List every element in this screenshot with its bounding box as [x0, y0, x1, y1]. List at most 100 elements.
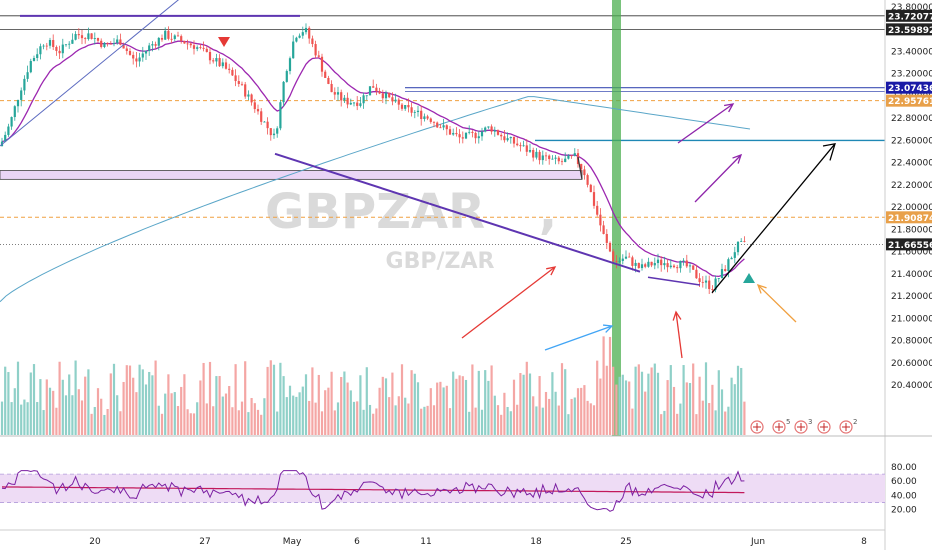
- candlesticks: [0, 23, 746, 295]
- candle-body: [429, 118, 432, 122]
- candle-body: [727, 259, 730, 272]
- candle-body: [228, 68, 231, 70]
- candle-body: [311, 38, 314, 45]
- volume-bar: [724, 411, 727, 435]
- volume-bar: [704, 362, 708, 435]
- candle-body: [279, 102, 282, 129]
- volume-bar: [112, 363, 116, 435]
- volume-bar: [666, 380, 669, 435]
- candle-body: [64, 44, 68, 46]
- candle-body: [234, 75, 237, 82]
- volume-bar: [464, 379, 468, 435]
- volume-bar: [314, 402, 317, 435]
- candle-body: [634, 262, 637, 266]
- candle-body: [711, 289, 714, 290]
- blue-arrow-head: [602, 324, 614, 333]
- volume-bar: [477, 370, 480, 435]
- purple-arrow-lower-head: [732, 153, 743, 164]
- sell-signal-icon: [218, 37, 230, 47]
- volume-bar: [164, 393, 167, 435]
- candle-body: [589, 184, 592, 193]
- price-tick-label: 22.20000: [891, 181, 932, 191]
- candle-body: [327, 77, 330, 84]
- volume-bar: [80, 400, 84, 435]
- candle-body: [356, 102, 359, 106]
- candle-body: [720, 269, 724, 279]
- candle-body: [189, 43, 192, 46]
- price-tick-label: 20.80000: [891, 337, 932, 347]
- candle-body: [173, 35, 176, 39]
- volume-bar: [484, 370, 487, 435]
- volume-bar: [669, 365, 672, 435]
- price-tag-label: 21.66556: [888, 241, 932, 251]
- volume-bar: [397, 396, 400, 435]
- candle-body: [224, 62, 228, 69]
- volume-bar: [176, 406, 180, 435]
- candle-body: [436, 122, 439, 128]
- volume-bar: [448, 408, 452, 435]
- candle-body: [500, 134, 503, 137]
- candle-body: [138, 57, 141, 62]
- volume-bar: [180, 386, 183, 435]
- drop-marker: [577, 157, 583, 180]
- candle-body: [560, 161, 564, 163]
- volume-bar: [148, 371, 151, 435]
- volume-bar: [698, 376, 701, 435]
- candle-body: [394, 99, 397, 102]
- price-tick-label: 20.60000: [891, 359, 932, 369]
- price-axis: 23.8000023.6000023.4000023.2000023.00000…: [891, 3, 932, 391]
- volume-bar: [410, 370, 413, 435]
- volume-bar: [375, 408, 378, 435]
- volume-bar: [570, 398, 573, 435]
- candle-body: [240, 83, 244, 85]
- volume-bar: [596, 360, 599, 435]
- volume-bar: [202, 362, 205, 435]
- volume-bar: [519, 373, 522, 435]
- candle-body: [362, 95, 365, 104]
- time-axis: 20 27 May 6 11 18 25 Jun 8: [89, 537, 867, 547]
- candle-body: [365, 95, 368, 97]
- volume-bar: [276, 411, 279, 435]
- red-arrow-left-head: [546, 266, 557, 276]
- volume-bar: [743, 401, 746, 435]
- candle-body: [512, 137, 516, 144]
- candle-body: [490, 126, 493, 132]
- volume-bar: [359, 375, 362, 435]
- candle-body: [596, 205, 599, 215]
- range-line: [647, 276, 701, 286]
- volume-bar: [612, 366, 615, 435]
- volume-bar: [676, 413, 679, 435]
- candle-body: [320, 56, 324, 72]
- candle-body: [4, 134, 7, 142]
- candle-body: [580, 163, 583, 170]
- candle-body: [656, 259, 660, 264]
- candle-body: [602, 225, 605, 234]
- date-label: 20: [89, 537, 101, 547]
- price-tag-label: 22.95761: [888, 97, 932, 107]
- candle-body: [128, 50, 132, 55]
- candle-body: [493, 130, 496, 132]
- volume-bar: [525, 361, 528, 435]
- volume-bar: [36, 402, 39, 435]
- volume-bar: [138, 364, 141, 435]
- volume-bar: [32, 364, 36, 435]
- candle-body: [708, 280, 711, 290]
- candle-body: [295, 37, 298, 42]
- candle-body: [567, 155, 570, 159]
- candle-body: [84, 38, 87, 40]
- volume-bar: [349, 390, 352, 435]
- volume-bar: [695, 414, 698, 435]
- candle-body: [400, 104, 404, 109]
- price-tick-label: 22.60000: [891, 136, 932, 146]
- candle-body: [167, 30, 170, 39]
- rsi-line: [1, 470, 745, 512]
- volume-bar: [733, 384, 736, 435]
- candle-body: [36, 54, 39, 58]
- volume-bar: [656, 372, 660, 435]
- volume-bar: [96, 388, 100, 435]
- projection-arrowhead: [822, 142, 836, 161]
- volume-bar: [599, 378, 602, 435]
- volume-bar: [740, 367, 743, 435]
- candle-body: [532, 149, 535, 158]
- candle-body: [135, 58, 138, 62]
